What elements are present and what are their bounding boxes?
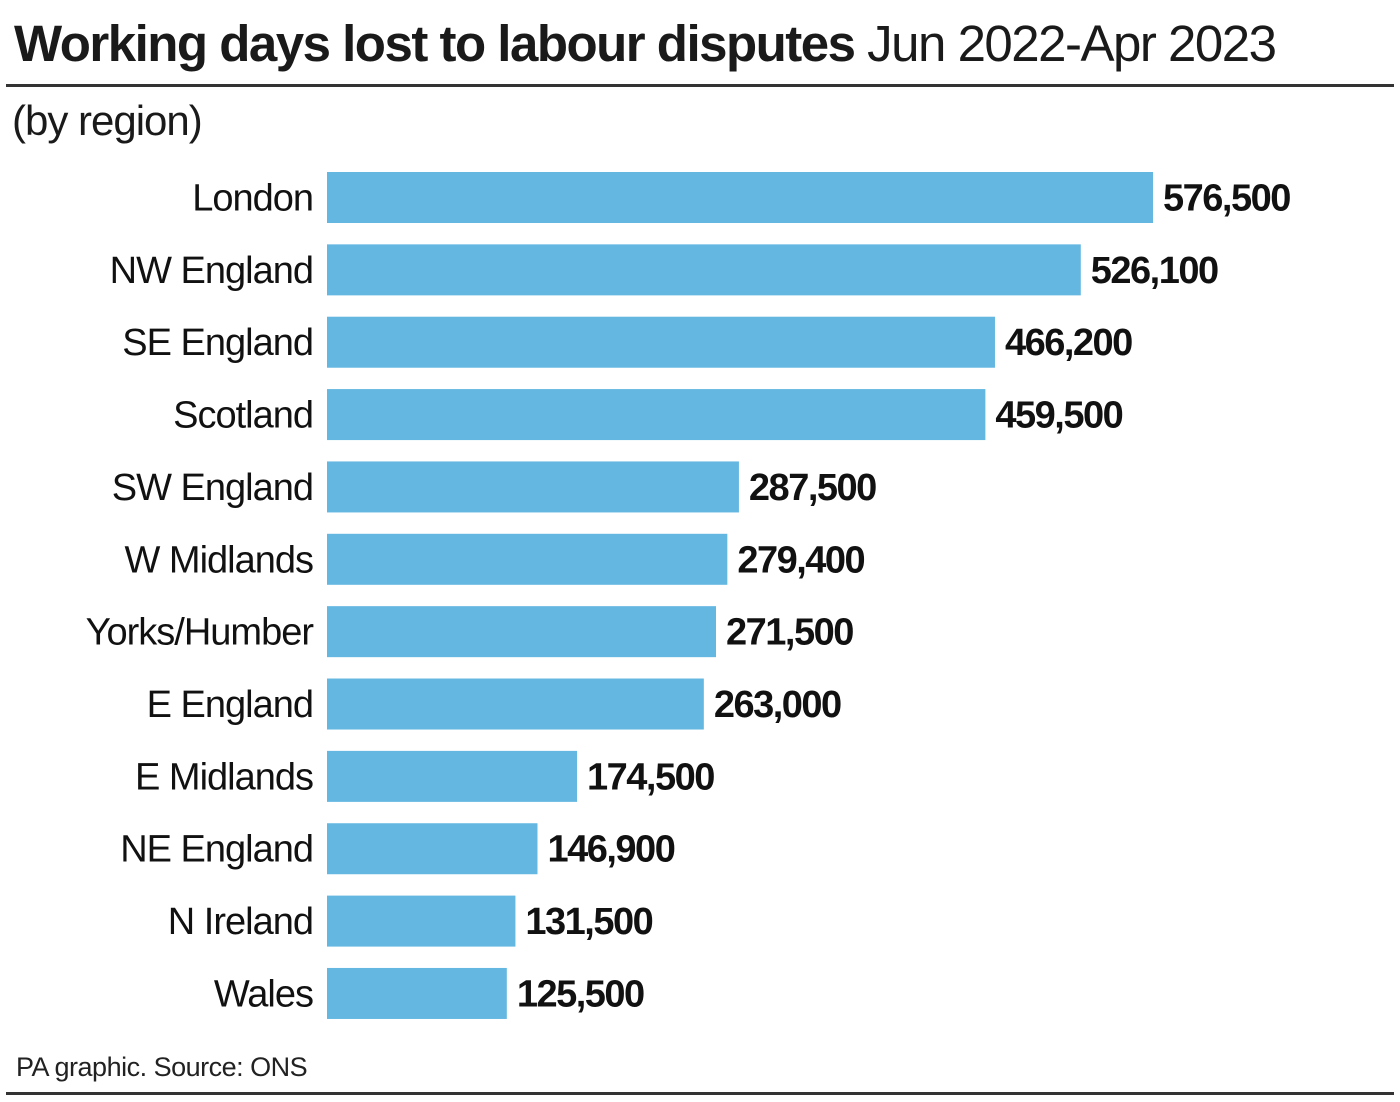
value-label: 459,500 <box>995 395 1122 437</box>
category-label: London <box>192 178 313 220</box>
category-label: NW England <box>110 250 313 292</box>
value-label: 271,500 <box>726 612 853 654</box>
footer-rule <box>6 1092 1394 1095</box>
chart-subtitle: (by region) <box>12 97 203 144</box>
bar <box>327 967 507 1019</box>
category-label: SE England <box>122 322 313 364</box>
category-label: N Ireland <box>168 901 313 943</box>
bar <box>327 606 717 658</box>
category-label: E Midlands <box>135 756 313 798</box>
category-label: Wales <box>214 973 313 1015</box>
chart-title: Working days lost to labour disputes Jun… <box>14 12 1277 76</box>
value-label: 146,900 <box>547 829 674 871</box>
bar <box>327 389 986 441</box>
value-label: 125,500 <box>517 973 644 1015</box>
bar <box>327 244 1081 296</box>
value-label: 526,100 <box>1091 250 1218 292</box>
source-footer: PA graphic. Source: ONS <box>16 1052 308 1082</box>
bar <box>327 172 1153 223</box>
title-main: Working days lost to labour disputes <box>14 15 856 72</box>
title-period: Jun 2022-Apr 2023 <box>867 15 1277 72</box>
title-rule <box>6 84 1394 87</box>
bar <box>327 533 728 585</box>
bar <box>327 823 538 875</box>
value-label: 466,200 <box>1005 322 1132 364</box>
bar <box>327 461 739 513</box>
value-label: 131,500 <box>525 901 652 943</box>
category-label: Scotland <box>173 395 313 437</box>
bar <box>327 316 995 368</box>
value-label: 279,400 <box>737 539 864 581</box>
category-label: E England <box>147 684 313 726</box>
category-label: NE England <box>120 829 313 871</box>
bar <box>327 895 516 947</box>
value-label: 263,000 <box>714 684 841 726</box>
category-label: SW England <box>112 467 313 509</box>
category-label: W Midlands <box>125 539 314 581</box>
value-label: 287,500 <box>749 467 876 509</box>
bar <box>327 678 704 730</box>
category-label: Yorks/Humber <box>86 612 315 654</box>
bar <box>327 750 578 802</box>
value-label: 174,500 <box>587 756 714 798</box>
value-label: 576,500 <box>1163 178 1290 220</box>
